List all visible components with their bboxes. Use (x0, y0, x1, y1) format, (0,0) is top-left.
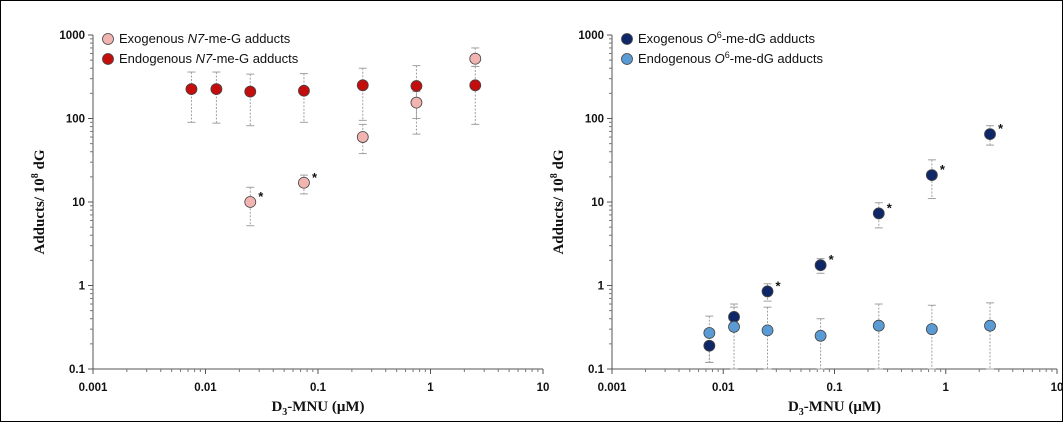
y-axis-label: Adducts/ 108 dG (549, 149, 567, 254)
data-point (410, 96, 423, 109)
data-point (761, 324, 774, 337)
x-tick-label: 1 (943, 382, 950, 394)
significance-star: * (887, 200, 893, 215)
legend-marker (102, 33, 114, 45)
x-tick-label: 10 (537, 382, 550, 394)
legend-label: Endogenous N7-me-G adducts (119, 51, 299, 66)
significance-star: * (998, 121, 1004, 136)
data-point (761, 285, 774, 298)
significance-star: * (776, 278, 782, 293)
x-axis-label: D3-MNU (μM) (788, 399, 881, 418)
y-tick-label: 100 (585, 114, 604, 126)
data-point (356, 131, 369, 143)
y-axis-label: Adducts/ 108 dG (30, 149, 48, 254)
x-tick-label: 0.1 (827, 382, 844, 394)
significance-star: * (258, 189, 264, 204)
data-point (872, 319, 885, 332)
legend-label: Exogenous N7-me-G adducts (119, 31, 291, 46)
legend-marker (102, 53, 114, 65)
data-point (925, 323, 938, 336)
data-point (244, 85, 257, 98)
data-point (244, 196, 257, 208)
x-tick-label: 0.01 (194, 382, 217, 394)
data-point (703, 339, 716, 352)
data-point (728, 320, 740, 333)
x-axis-label: D3-MNU (μM) (271, 399, 364, 418)
data-point (298, 84, 310, 97)
significance-star: * (940, 162, 946, 177)
data-point (984, 319, 996, 332)
y-tick-label: 1 (79, 281, 86, 293)
y-tick-label: 100 (66, 114, 85, 126)
data-point (728, 311, 740, 323)
data-point (469, 79, 482, 92)
chart-panel-o6: 0.1 1 10 100 1000 0.001 0.01 0.1 1 10 D3-MNU (μM) A… (549, 30, 1063, 418)
y-tick-label: 0.1 (69, 364, 86, 376)
y-tick-label: 1 (598, 281, 605, 293)
data-point (410, 80, 423, 92)
y-tick-label: 1000 (59, 30, 85, 42)
legend-label: Exogenous O6-me-dG adducts (638, 30, 816, 46)
data-point (210, 83, 223, 95)
y-tick-label: 10 (591, 197, 604, 209)
data-point (872, 207, 885, 220)
x-tick-label: 10 (1051, 382, 1063, 394)
legend-label: Endogenous O6-me-dG adducts (638, 50, 823, 66)
x-tick-label: 0.001 (598, 382, 627, 394)
data-point (814, 259, 827, 272)
data-point (356, 79, 369, 92)
data-point (984, 128, 996, 141)
y-tick-label: 10 (72, 197, 85, 209)
legend-marker (621, 53, 633, 65)
data-point (925, 169, 938, 181)
y-tick-label: 1000 (578, 30, 604, 42)
x-tick-label: 1 (427, 382, 434, 394)
data-point (814, 329, 827, 342)
y-tick-label: 0.1 (588, 364, 605, 376)
x-tick-label: 0.1 (310, 382, 327, 394)
legend-marker (621, 33, 633, 45)
x-tick-label: 0.01 (712, 382, 735, 394)
significance-star: * (312, 170, 318, 185)
data-point (298, 176, 310, 189)
chart-panel-n7: 0.1 1 10 100 1000 0.001 0.01 0.1 1 10 D3-MNU (μM) A… (30, 30, 549, 418)
data-point (703, 327, 716, 339)
x-tick-label: 0.001 (79, 382, 108, 394)
significance-star: * (829, 252, 835, 267)
data-point (185, 83, 198, 95)
data-point (469, 52, 482, 65)
